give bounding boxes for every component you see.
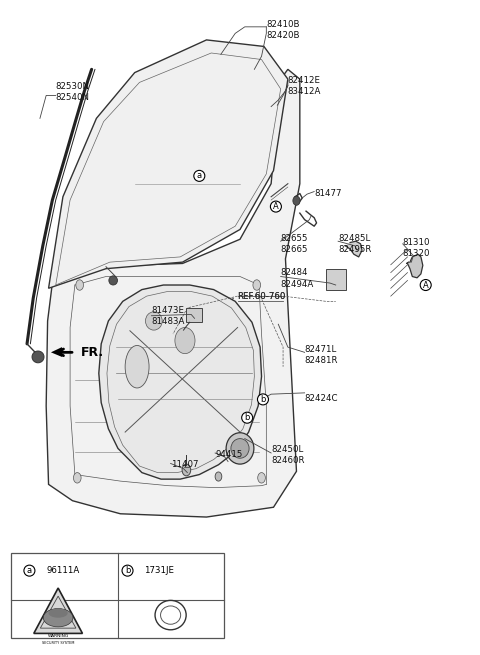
Ellipse shape [145, 312, 162, 330]
Circle shape [258, 473, 265, 483]
Text: 82410B
82420B: 82410B 82420B [266, 20, 300, 40]
Text: 82471L
82481R: 82471L 82481R [305, 345, 338, 365]
Text: REF.60-760: REF.60-760 [238, 291, 286, 301]
Ellipse shape [175, 328, 195, 354]
Text: 82485L
82495R: 82485L 82495R [338, 234, 372, 254]
Text: 1731JE: 1731JE [144, 566, 174, 575]
Ellipse shape [125, 345, 149, 388]
Ellipse shape [135, 314, 202, 373]
Ellipse shape [48, 608, 68, 618]
Text: 82484
82494A: 82484 82494A [281, 269, 314, 289]
Circle shape [76, 280, 84, 290]
Text: b: b [260, 395, 265, 404]
Text: b: b [125, 566, 130, 575]
Text: 81310
81320: 81310 81320 [403, 238, 430, 258]
Ellipse shape [231, 439, 249, 458]
Text: WARNING: WARNING [48, 634, 69, 638]
Text: b: b [244, 413, 250, 422]
FancyBboxPatch shape [186, 308, 202, 322]
FancyBboxPatch shape [11, 553, 224, 638]
Text: 82424C: 82424C [305, 394, 338, 403]
Text: 94415: 94415 [215, 451, 242, 459]
Text: 81477: 81477 [314, 189, 342, 198]
Text: a: a [197, 172, 202, 180]
Text: REF.60-760: REF.60-760 [238, 291, 286, 301]
Ellipse shape [43, 608, 73, 627]
Text: A: A [423, 280, 429, 290]
Text: 11407: 11407 [170, 460, 198, 469]
Text: FR.: FR. [81, 346, 104, 359]
Circle shape [73, 473, 81, 483]
Circle shape [182, 464, 191, 476]
Polygon shape [99, 285, 262, 479]
Circle shape [215, 472, 222, 481]
Text: 82530N
82540N: 82530N 82540N [56, 82, 90, 102]
Ellipse shape [109, 276, 118, 285]
Text: SECURITY SYSTEM: SECURITY SYSTEM [42, 641, 74, 645]
Text: 96111A: 96111A [46, 566, 79, 575]
Polygon shape [46, 69, 300, 517]
Text: 82655
82665: 82655 82665 [281, 234, 308, 254]
Text: 82412E
83412A: 82412E 83412A [288, 75, 321, 96]
Polygon shape [51, 347, 62, 357]
Ellipse shape [226, 433, 254, 464]
Ellipse shape [293, 196, 300, 205]
Polygon shape [345, 241, 362, 257]
Polygon shape [34, 588, 83, 633]
Ellipse shape [32, 351, 44, 363]
Polygon shape [407, 254, 423, 278]
Text: A: A [273, 202, 279, 211]
Text: 81473E
81483A: 81473E 81483A [152, 306, 185, 326]
FancyBboxPatch shape [326, 269, 346, 290]
Circle shape [253, 280, 261, 290]
Text: a: a [27, 566, 32, 575]
Text: 82450L
82460R: 82450L 82460R [271, 445, 305, 465]
Polygon shape [48, 40, 288, 288]
